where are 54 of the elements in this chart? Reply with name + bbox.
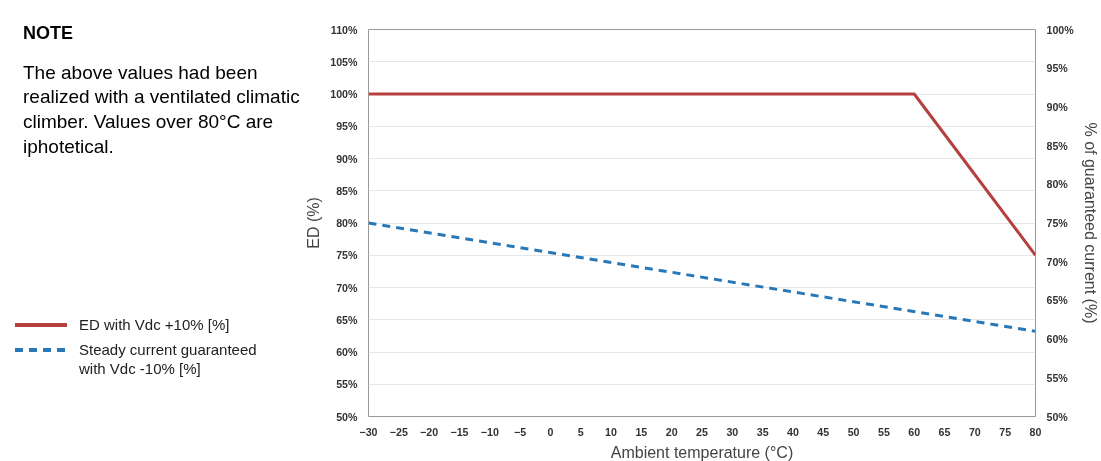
x-tick-label: 55 [877, 425, 890, 438]
x-tick-label: 25 [696, 425, 708, 438]
y2-tick-label: 75% [1046, 217, 1069, 229]
y2-tick-label: 85% [1046, 139, 1069, 152]
y-axis-title: ED (%) [305, 197, 323, 249]
x-tick-label: −25 [389, 425, 408, 438]
text: NOTE [23, 22, 74, 45]
x-tick-label: 50 [847, 425, 860, 438]
x-tick-label: 35 [756, 425, 769, 438]
y-tick-label: 70% [336, 281, 359, 294]
y2-tick-label: 80% [1046, 178, 1069, 191]
y-tick-label: 50% [336, 410, 359, 423]
x-tick-label: 40 [787, 425, 799, 438]
y-tick-label: 105% [330, 55, 359, 68]
x-axis-title: Ambient temperature (°C) [610, 443, 794, 461]
y-tick-label: 55% [336, 378, 359, 391]
x-tick-label: 5 [577, 425, 584, 438]
y2-tick-label: 100% [1046, 23, 1075, 36]
x-tick-label: 30 [726, 425, 739, 438]
legend-label: ED with Vdc +10% [%] [79, 315, 230, 334]
x-tick-label: 45 [817, 425, 830, 438]
x-tick-label: 20 [665, 425, 678, 438]
x-tick-label: −15 [450, 425, 469, 438]
y2-tick-label: 60% [1046, 333, 1069, 346]
x-tick-label: 80 [1029, 425, 1042, 438]
y-tick-label: 60% [336, 346, 359, 358]
y-tick-label: 85% [336, 184, 359, 197]
y2-tick-label: 90% [1046, 100, 1069, 113]
x-tick-label: 75 [999, 425, 1012, 438]
x-tick-label: −10 [480, 425, 499, 438]
x-tick-label: −20 [420, 425, 439, 438]
x-tick-label: 10 [605, 425, 618, 438]
legend-label: Steady current guaranteed with Vdc -10% [%] [79, 340, 258, 378]
x-tick-label: 15 [635, 425, 648, 438]
y-tick-label: 95% [336, 120, 359, 133]
x-tick-label: −5 [514, 425, 527, 438]
x-tick-label: 0 [547, 425, 554, 438]
y2-axis-title: % of guaranteed current (%) [1081, 122, 1099, 324]
text: The above values had been realized with a ventilated climatic climber. Values over 80°C are iphotetical. [23, 60, 301, 159]
y-tick-label: 80% [336, 217, 359, 229]
y2-tick-label: 50% [1046, 410, 1069, 423]
y2-tick-label: 55% [1046, 371, 1069, 384]
y-tick-label: 100% [330, 88, 359, 100]
y2-tick-label: 65% [1046, 294, 1069, 307]
y2-tick-label: 70% [1046, 255, 1069, 268]
x-tick-label: 65 [938, 425, 951, 438]
y-tick-label: 110% [330, 23, 359, 36]
x-tick-label: −30 [359, 425, 378, 438]
y-tick-label: 90% [336, 152, 359, 165]
y2-tick-label: 95% [1046, 62, 1069, 75]
y-tick-label: 75% [336, 249, 359, 262]
x-tick-label: 60 [908, 425, 921, 438]
x-tick-label: 70 [968, 425, 981, 438]
y-tick-label: 65% [336, 313, 359, 326]
